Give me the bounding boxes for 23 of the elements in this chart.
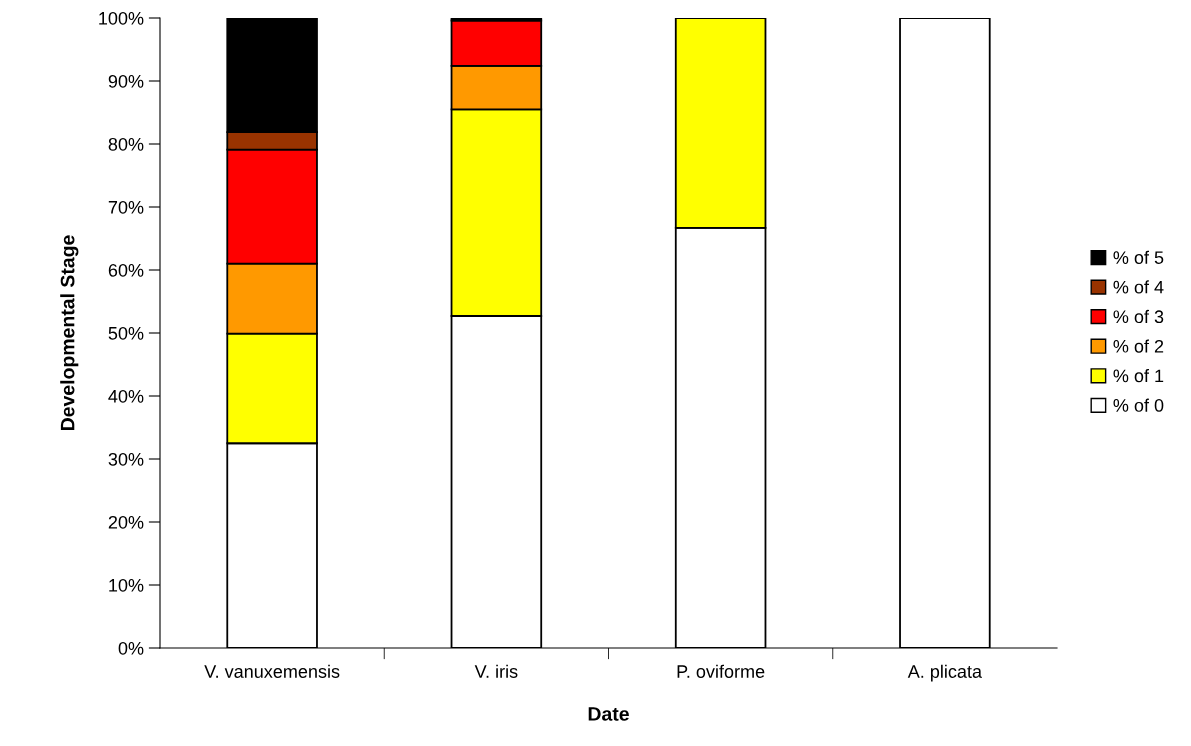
legend-label: % of 5 [1113,250,1164,264]
y-tick-label: 80% [108,137,144,151]
y-tick-label: 100% [99,11,144,25]
x-tick-label: P. oviforme [677,664,765,678]
y-tick-label: 60% [108,263,144,277]
y-tick-label: 70% [108,200,144,214]
y-tick-label: 0% [118,641,144,655]
legend-label: % of 0 [1113,398,1164,412]
y-axis-title: Developmental Stage [60,235,79,431]
x-tick-label: A. plicata [907,664,983,682]
y-tick-label: 20% [108,515,144,529]
y-tick-label: 50% [108,326,144,340]
y-tick-label: 30% [108,452,144,466]
legend-label: % of 3 [1113,309,1164,324]
y-tick-label: 40% [108,389,144,403]
x-axis-title: Date [588,707,629,721]
x-tick-label: V. vanuxemensis [204,664,340,678]
y-tick-label: 10% [109,578,144,592]
legend-label: % of 2 [1113,339,1164,353]
x-tick-label: V. iris [474,664,518,678]
legend-label: % of 4 [1113,280,1164,294]
y-tick-label: 90% [108,74,144,88]
legend-label: % of 1 [1113,369,1164,383]
